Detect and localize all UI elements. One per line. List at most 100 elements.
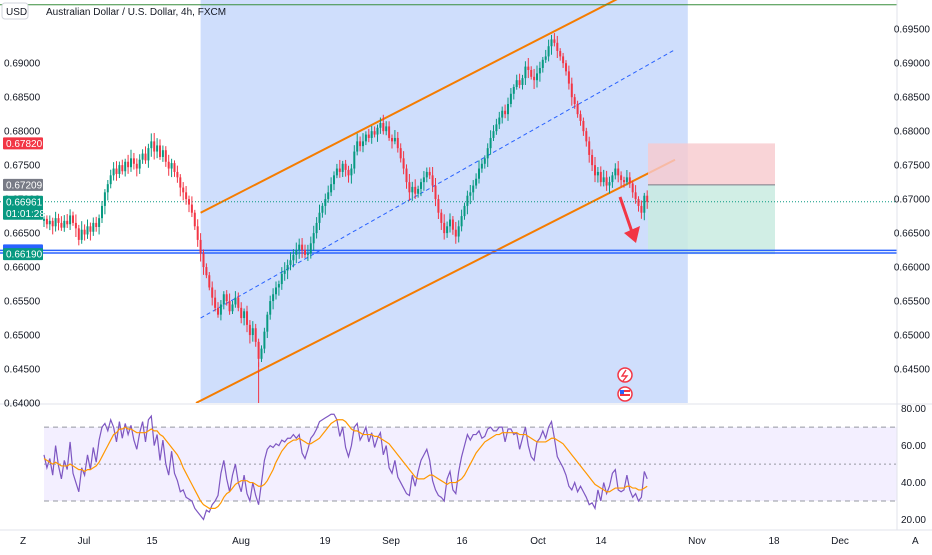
candle [109, 169, 112, 189]
currency-label[interactable]: USD [6, 7, 27, 18]
candle [208, 272, 211, 291]
candle-body [185, 192, 188, 200]
candle [594, 156, 596, 183]
candle [147, 143, 150, 168]
candle [347, 165, 350, 183]
candle-body [147, 148, 150, 161]
candle-body [159, 145, 161, 157]
candle-body [425, 171, 428, 178]
candle-body [434, 185, 437, 200]
candle-body [333, 175, 335, 185]
candle-body [289, 260, 292, 266]
candle [161, 145, 164, 162]
candle-body [466, 195, 469, 206]
candle-body [454, 229, 457, 237]
candle-body [106, 184, 109, 193]
candle-body [330, 184, 333, 193]
candle [141, 149, 144, 164]
candle [292, 249, 295, 268]
candle-body [48, 220, 51, 225]
candle [451, 216, 454, 235]
candle-body [599, 171, 602, 183]
candle [286, 259, 289, 280]
candle [527, 58, 530, 79]
zoom-toggle[interactable]: Z [20, 536, 26, 547]
candle [80, 221, 83, 244]
candle-body [501, 110, 504, 118]
candle [60, 216, 63, 231]
candle-body [385, 126, 388, 132]
candle-body [402, 158, 405, 169]
candle [550, 34, 553, 55]
candle-body [188, 199, 190, 205]
candle-body [596, 171, 599, 176]
candle-body [77, 228, 80, 240]
candle-body [388, 126, 391, 138]
candle [219, 300, 222, 321]
candle-body [312, 233, 315, 244]
candle-body [512, 86, 515, 94]
candle [95, 216, 98, 232]
candle [205, 263, 208, 279]
candle-body [367, 134, 370, 138]
candle [614, 163, 617, 180]
candle [507, 97, 509, 121]
candle-body [437, 199, 440, 213]
candle-body [625, 177, 628, 183]
candle-body [121, 165, 124, 172]
candle [43, 213, 45, 228]
candle-body [588, 141, 591, 155]
candle [193, 209, 196, 230]
candle-body [304, 250, 306, 255]
candle [173, 160, 176, 177]
candle-body [112, 168, 115, 176]
candle [176, 165, 179, 183]
candle [428, 167, 431, 180]
candle-body [266, 314, 269, 332]
candle [86, 219, 89, 239]
candle [620, 171, 623, 188]
candle [495, 118, 498, 135]
candle-body [570, 83, 573, 98]
auto-scale-toggle[interactable]: A [912, 536, 919, 547]
candle [266, 311, 269, 339]
candle-body [440, 212, 443, 223]
candle [327, 185, 330, 203]
candle [486, 143, 489, 168]
candle [553, 33, 556, 47]
candle-body [382, 123, 385, 132]
time-tick-label: Dec [831, 536, 849, 547]
candle [338, 159, 341, 178]
candle-body [156, 145, 159, 152]
candle-body [483, 158, 486, 164]
candle-body [576, 103, 579, 115]
candle [391, 134, 393, 149]
candle [74, 214, 77, 237]
lightning-event-icon[interactable] [617, 367, 633, 383]
price-tick-label: 0.69000 [894, 59, 931, 70]
candle-body [559, 50, 562, 57]
candle-body [646, 195, 649, 202]
rsi-tick-label: 80.00 [901, 404, 926, 415]
currency-badge[interactable] [1, 2, 29, 20]
price-tag-bg [3, 195, 43, 220]
flag-event-icon[interactable] [617, 386, 633, 402]
candle [237, 292, 240, 312]
candle-body [89, 226, 92, 232]
candle [591, 149, 594, 172]
candle-body [214, 297, 217, 308]
price-tick-label: 0.68500 [894, 93, 931, 104]
candle [625, 170, 628, 186]
candle-body [518, 80, 521, 85]
candle-body [614, 168, 617, 176]
candle-body [60, 222, 63, 228]
price-tick-label-left: 0.68500 [4, 93, 41, 104]
candle-body [153, 141, 156, 152]
candle [222, 291, 225, 310]
candle [248, 320, 251, 344]
candle [301, 238, 304, 258]
candle [260, 345, 263, 362]
candle-body [254, 328, 257, 342]
candle [54, 211, 57, 232]
